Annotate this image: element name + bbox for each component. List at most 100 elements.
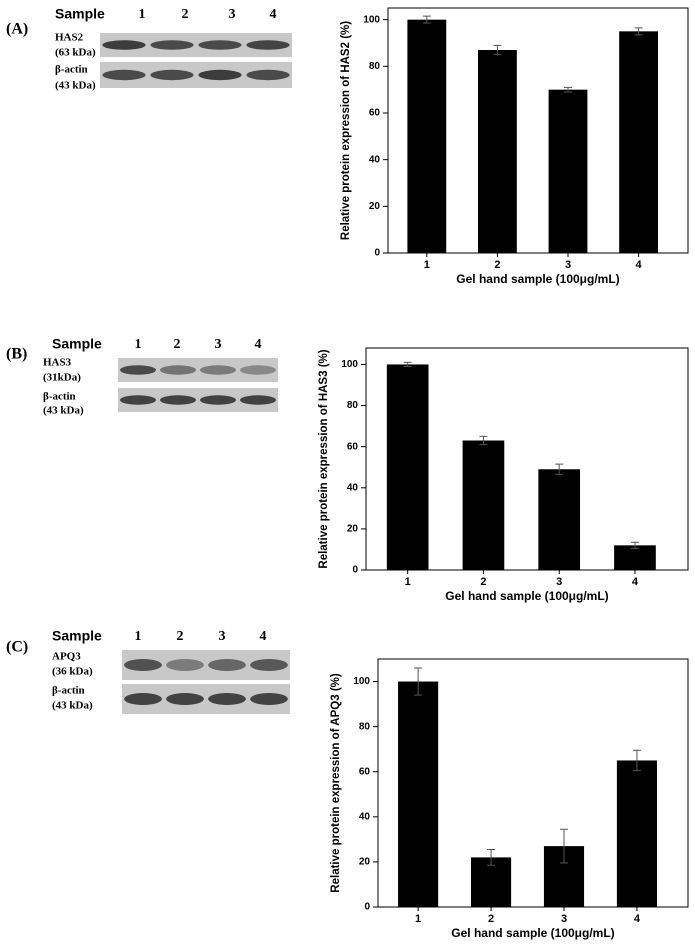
bar [407,19,447,253]
panel-label: (A) [6,21,28,38]
y-tick-label: 100 [353,676,370,687]
y-axis-label: Relative protein expression of HAS3 (%) [318,349,330,568]
x-tick-label: 3 [565,259,571,271]
x-tick-label: 1 [424,259,430,271]
row-size: (36 kDa) [52,666,93,678]
error-bar [555,463,564,475]
row-size: (63 kDa) [55,47,96,59]
lane-label: 1 [135,337,142,352]
lane-label: 3 [219,629,226,644]
x-axis-label: Gel hand sample (100μg/mL) [451,926,614,940]
blot-header: Sample [52,336,102,352]
blot-band [102,69,146,81]
x-tick-label: 1 [405,576,411,588]
error-bar [479,435,488,446]
bar [478,50,517,253]
blot-band [160,395,196,405]
error-bar [487,849,496,866]
blot-band [200,395,236,405]
row-name: β-actin [55,64,88,76]
row-name: HAS2 [55,32,84,44]
x-tick-label: 3 [556,576,562,588]
x-tick-label: 1 [415,913,421,925]
y-tick-label: 60 [369,108,381,119]
error-bar [414,667,423,696]
bar [619,31,658,254]
x-axis-label: Gel hand sample (100μg/mL) [445,589,608,603]
error-bar [403,361,412,367]
bar [398,681,439,907]
row-name: β-actin [52,685,85,697]
y-tick-label: 100 [363,14,380,25]
bar [548,89,588,254]
error-bar [630,541,639,549]
panel-label: (B) [6,346,27,363]
blot-header: Sample [55,6,105,22]
lane-label: 2 [182,7,189,22]
lane-label: 2 [177,629,184,644]
blot-band [208,659,246,671]
lane-label: 1 [139,7,146,22]
blot-band [124,693,162,705]
error-bar [634,27,643,36]
x-tick-label: 4 [634,913,641,925]
blot-header: Sample [52,628,102,644]
blot-band [246,40,290,50]
error-bar [422,15,431,24]
plot-frame [365,347,689,571]
bar [614,545,656,570]
blot-band [240,395,276,405]
blot-band [208,693,246,705]
y-tick-label: 40 [359,811,371,822]
y-axis-label: Relative protein expression of HAS2 (%) [340,21,352,240]
x-tick-label: 4 [632,576,639,588]
lane-label: 3 [229,7,236,22]
blot-band [150,40,194,50]
y-tick-label: 60 [359,766,371,777]
lane-label: 1 [135,629,142,644]
lane-label: 4 [260,629,267,644]
row-name: HAS3 [43,357,72,369]
bar [386,364,429,570]
x-tick-label: 4 [636,259,643,271]
error-bar [493,44,502,56]
blot-band [120,395,156,405]
plot-frame [387,7,689,254]
panel-label: (C) [6,639,28,656]
y-tick-label: 80 [359,721,371,732]
blot-band [120,365,156,375]
bar [462,440,505,570]
error-bar [560,828,568,864]
blot-band [200,365,236,375]
y-tick-label: 0 [364,902,370,913]
y-tick-label: 80 [347,400,359,411]
blot-band [198,40,242,50]
y-tick-label: 20 [347,524,359,535]
x-tick-label: 2 [494,259,500,271]
blot-band [250,659,288,671]
y-tick-label: 0 [352,565,358,576]
y-tick-label: 100 [341,359,358,370]
y-axis-label: Relative protein expression of APQ3 (%) [330,673,342,893]
x-tick-label: 3 [561,913,567,925]
y-tick-label: 40 [347,482,359,493]
row-size: (31kDa) [43,372,81,384]
row-name: APQ3 [52,651,81,663]
bar [616,760,657,907]
blot-band [250,693,288,705]
y-tick-label: 60 [347,441,359,452]
blot-band [240,365,276,375]
y-tick-label: 20 [359,857,371,868]
y-tick-label: 0 [374,248,380,259]
lane-label: 3 [215,337,222,352]
error-bar [632,749,641,772]
x-tick-label: 2 [488,913,494,925]
x-tick-label: 2 [480,576,486,588]
lane-label: 2 [174,337,181,352]
blot-band [150,69,194,81]
blot-band [198,69,242,81]
error-bar [564,86,572,93]
row-size: (43 kDa) [55,80,96,92]
lane-label: 4 [255,337,262,352]
